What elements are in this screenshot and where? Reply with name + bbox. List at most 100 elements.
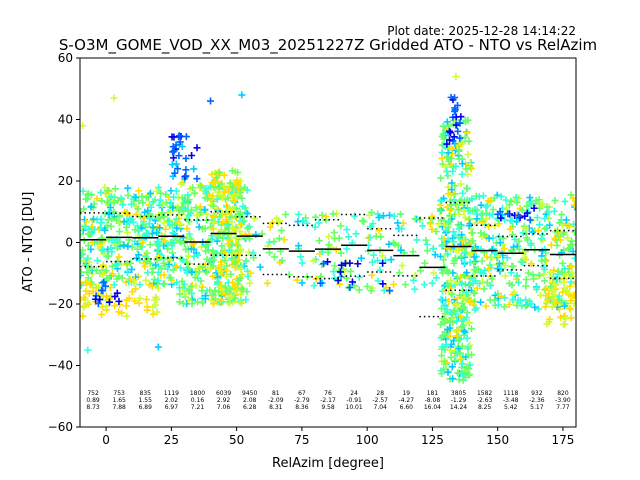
data-point: [374, 277, 382, 285]
data-point: [546, 315, 554, 323]
data-point: [98, 310, 106, 318]
y-tick-label: −60: [48, 420, 73, 434]
data-point: [179, 256, 187, 264]
data-point: [456, 222, 464, 230]
data-point: [452, 357, 460, 365]
data-point: [110, 199, 118, 207]
data-point: [154, 268, 162, 276]
data-point: [188, 268, 196, 276]
data-point: [457, 355, 465, 363]
data-point: [430, 269, 438, 277]
data-point: [446, 206, 454, 214]
bin-std-label: 7.04: [374, 404, 388, 411]
data-point: [564, 234, 572, 242]
data-point: [118, 274, 126, 282]
data-point: [87, 203, 95, 211]
data-point: [411, 215, 419, 223]
data-point: [458, 140, 466, 148]
data-point: [452, 246, 460, 254]
data-point: [438, 370, 446, 378]
data-point: [418, 222, 426, 230]
data-point: [446, 317, 454, 325]
data-point: [494, 265, 502, 273]
data-point: [337, 249, 345, 257]
data-point: [113, 275, 121, 283]
data-point: [343, 226, 351, 234]
data-point: [541, 265, 549, 273]
x-tick-label: 25: [164, 433, 179, 447]
data-point: [468, 195, 476, 203]
bin-mean-label: -8.08: [425, 397, 441, 404]
data-point: [234, 179, 242, 187]
data-point: [184, 200, 192, 208]
data-point: [541, 215, 549, 223]
data-point: [513, 271, 521, 279]
data-point: [441, 310, 449, 318]
data-point: [181, 204, 189, 212]
data-point: [298, 279, 306, 287]
data-point: [411, 285, 419, 293]
data-point: [544, 296, 552, 304]
data-point: [477, 298, 485, 306]
data-point: [162, 190, 170, 198]
data-point: [379, 280, 387, 288]
data-point: [182, 133, 190, 141]
y-tick-label: 40: [58, 113, 73, 127]
y-tick-label: 0: [65, 236, 73, 250]
data-point: [571, 254, 576, 262]
bin-mean-label: -3.48: [503, 397, 519, 404]
data-point: [522, 302, 530, 310]
data-point: [438, 242, 446, 250]
data-point: [170, 154, 178, 162]
data-point: [506, 225, 514, 233]
data-point: [438, 296, 446, 304]
data-point: [348, 278, 356, 286]
bin-count-label: 24: [350, 390, 358, 397]
data-point: [442, 287, 450, 295]
data-point: [81, 261, 89, 269]
data-point: [417, 267, 425, 275]
data-point: [322, 212, 330, 220]
data-point: [454, 336, 462, 344]
y-tick-label: −40: [48, 359, 73, 373]
data-point: [210, 219, 218, 227]
data-point: [571, 280, 576, 288]
data-point: [252, 231, 260, 239]
data-point: [174, 165, 182, 173]
data-point: [100, 250, 108, 258]
data-point: [309, 257, 317, 265]
bin-count-label: 76: [324, 390, 332, 397]
data-point: [128, 288, 136, 296]
data-point: [385, 240, 393, 248]
data-point: [569, 194, 576, 202]
data-point: [227, 230, 235, 238]
data-point: [209, 225, 217, 233]
data-point: [522, 282, 530, 290]
data-point: [113, 244, 121, 252]
data-point: [295, 242, 303, 250]
scatter-points: [80, 72, 576, 384]
data-point: [146, 189, 154, 197]
data-point: [473, 284, 481, 292]
data-point: [455, 146, 463, 154]
data-point: [188, 289, 196, 297]
data-point: [562, 314, 570, 322]
data-point: [111, 185, 119, 193]
data-point: [543, 320, 551, 328]
bin-mean-label: -2.79: [294, 397, 310, 404]
data-point: [294, 218, 302, 226]
data-point: [193, 217, 201, 225]
data-point: [456, 134, 464, 142]
data-point: [94, 283, 102, 291]
data-point: [244, 224, 252, 232]
data-point: [101, 226, 109, 234]
bin-std-label: 8.31: [269, 404, 283, 411]
data-point: [171, 220, 179, 228]
data-point: [346, 284, 354, 292]
data-point: [203, 268, 211, 276]
data-point: [282, 210, 290, 218]
data-point: [295, 210, 303, 218]
data-point: [338, 261, 346, 269]
data-point: [460, 303, 468, 311]
